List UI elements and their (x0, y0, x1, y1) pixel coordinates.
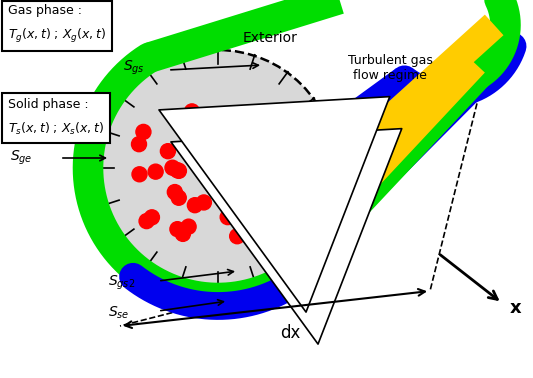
Wedge shape (248, 195, 321, 277)
Circle shape (175, 226, 190, 242)
Text: $S_{ge}$: $S_{ge}$ (10, 149, 33, 167)
Circle shape (291, 170, 306, 185)
Circle shape (267, 225, 282, 240)
Circle shape (233, 212, 248, 226)
Text: $S_{gs}$: $S_{gs}$ (123, 59, 145, 77)
Circle shape (215, 176, 230, 191)
Circle shape (139, 214, 154, 229)
Circle shape (231, 108, 246, 123)
Circle shape (220, 210, 235, 225)
Circle shape (234, 216, 249, 231)
Circle shape (259, 152, 273, 167)
Circle shape (286, 149, 301, 164)
Circle shape (249, 174, 264, 189)
Circle shape (279, 206, 295, 221)
Text: Gas phase :
$T_g(x,t)$ ; $X_g(x,t)$: Gas phase : $T_g(x,t)$ ; $X_g(x,t)$ (8, 4, 106, 45)
Circle shape (196, 195, 212, 210)
Circle shape (230, 229, 245, 244)
Circle shape (170, 222, 185, 237)
Circle shape (254, 135, 269, 150)
Text: $S_{se}$: $S_{se}$ (108, 305, 130, 321)
Circle shape (267, 167, 282, 182)
Circle shape (172, 163, 187, 178)
Circle shape (171, 190, 186, 205)
Text: Solid phase :
$T_s(x,t)$ ; $X_s(x,t)$: Solid phase : $T_s(x,t)$ ; $X_s(x,t)$ (8, 98, 104, 137)
Circle shape (160, 144, 175, 159)
Circle shape (201, 127, 216, 142)
Text: dx: dx (280, 324, 300, 342)
Circle shape (184, 104, 199, 119)
Circle shape (231, 137, 246, 152)
Circle shape (148, 164, 163, 179)
Circle shape (167, 184, 182, 200)
Circle shape (165, 160, 180, 175)
Circle shape (267, 208, 282, 223)
Circle shape (279, 186, 294, 201)
Circle shape (132, 167, 147, 182)
Circle shape (188, 198, 203, 213)
Text: Exterior: Exterior (243, 31, 297, 45)
Circle shape (100, 50, 336, 286)
Circle shape (144, 210, 159, 225)
Circle shape (181, 219, 196, 234)
Circle shape (132, 137, 147, 152)
Text: x: x (510, 299, 522, 317)
Circle shape (170, 163, 185, 178)
Circle shape (265, 158, 280, 173)
Circle shape (136, 124, 151, 139)
Circle shape (258, 147, 273, 162)
Text: $S_{gs2}$: $S_{gs2}$ (108, 274, 135, 292)
Text: Turbulent gas
flow regime: Turbulent gas flow regime (348, 54, 432, 82)
